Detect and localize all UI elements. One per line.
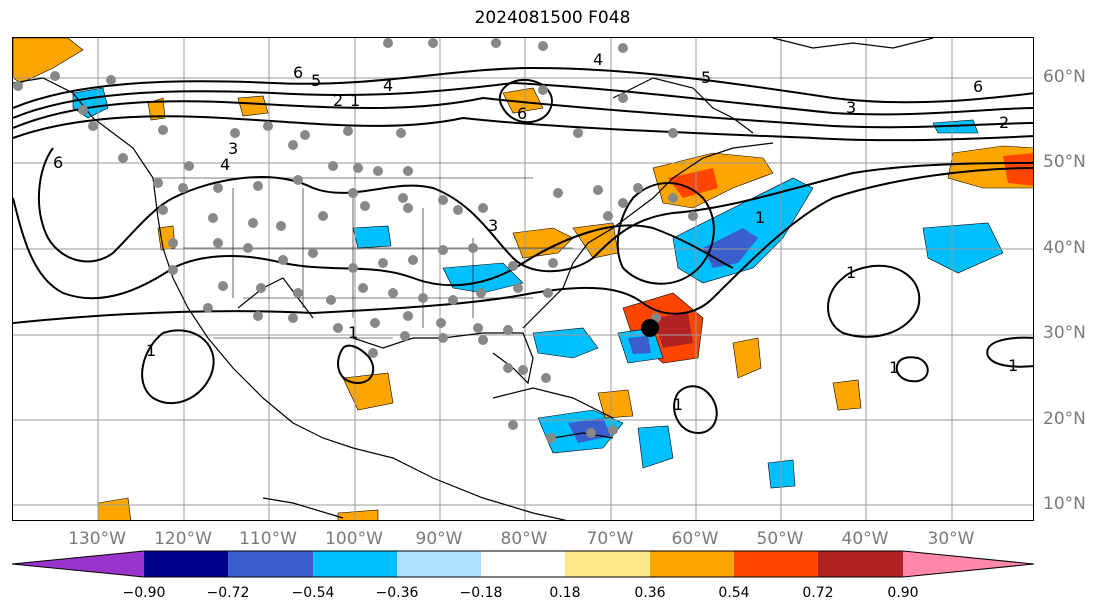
contour-label: 6 bbox=[293, 63, 303, 82]
storm-center-marker bbox=[641, 319, 659, 337]
colorbar-label: −0.90 bbox=[122, 585, 166, 601]
lat-label: 20°N bbox=[1043, 409, 1086, 429]
colorbar-svg bbox=[11, 550, 1035, 578]
contour-label: 3 bbox=[228, 139, 238, 158]
contour-label: 1 bbox=[1008, 356, 1018, 375]
lat-label: 50°N bbox=[1043, 152, 1086, 172]
lon-label: 100°W bbox=[325, 529, 383, 549]
lat-label: 60°N bbox=[1043, 67, 1086, 87]
lon-label: 60°W bbox=[671, 529, 719, 549]
colorbar-label: 0.90 bbox=[887, 585, 919, 601]
colorbar-label: 0.54 bbox=[718, 585, 750, 601]
map-canvas: 6 5 4 3 2 1 3 4 6 6 5 4 3 6 2 1 1 1 1 1 … bbox=[13, 38, 1033, 520]
lat-label: 10°N bbox=[1043, 494, 1086, 514]
contour-label: 4 bbox=[593, 50, 603, 69]
contour-label: 4 bbox=[383, 76, 393, 95]
weather-map: 6 5 4 3 2 1 3 4 6 6 5 4 3 6 2 1 1 1 1 1 … bbox=[12, 37, 1034, 521]
colorbar-label: −0.54 bbox=[291, 585, 335, 601]
contour-label: 5 bbox=[701, 68, 711, 87]
colorbar-segment bbox=[397, 551, 481, 577]
contour-label: 2 bbox=[333, 91, 343, 110]
colorbar-label: −0.18 bbox=[459, 585, 503, 601]
lon-label: 30°W bbox=[927, 529, 975, 549]
contour-label: 5 bbox=[311, 71, 321, 90]
contour-label: 3 bbox=[846, 98, 856, 117]
colorbar bbox=[0, 549, 1105, 579]
contour-label: 1 bbox=[846, 263, 856, 282]
lat-label: 40°N bbox=[1043, 238, 1086, 258]
lon-label: 120°W bbox=[154, 529, 212, 549]
lat-label: 30°N bbox=[1043, 323, 1086, 343]
colorbar-label: −0.36 bbox=[375, 585, 419, 601]
contour-label: 1 bbox=[146, 341, 156, 360]
lon-label: 80°W bbox=[500, 529, 548, 549]
contour-label: 3 bbox=[488, 216, 498, 235]
contour-label: 1 bbox=[673, 395, 683, 414]
colorbar-label: 0.72 bbox=[802, 585, 834, 601]
colorbar-segment bbox=[228, 551, 313, 577]
contour-label: 1 bbox=[348, 323, 358, 342]
contour-label: 6 bbox=[517, 104, 527, 123]
colorbar-extend-left bbox=[12, 551, 144, 577]
colorbar-segment bbox=[565, 551, 650, 577]
colorbar-segment bbox=[313, 551, 397, 577]
colorbar-segment bbox=[481, 551, 565, 577]
colorbar-segment bbox=[650, 551, 734, 577]
contour-label: 1 bbox=[889, 358, 899, 377]
colorbar-outline bbox=[11, 550, 1035, 578]
contour-label: 6 bbox=[973, 77, 983, 96]
lon-label: 110°W bbox=[239, 529, 297, 549]
contour-label: 4 bbox=[220, 155, 230, 174]
lon-label: 50°W bbox=[756, 529, 804, 549]
contour-label: 1 bbox=[350, 91, 360, 110]
colorbar-segment bbox=[144, 551, 228, 577]
colorbar-extend-right bbox=[903, 551, 1034, 577]
station-dots bbox=[13, 38, 698, 443]
contour-labels: 6 5 4 3 2 1 3 4 6 6 5 4 3 6 2 1 1 1 1 1 … bbox=[53, 50, 1018, 414]
colorbar-label: 0.36 bbox=[634, 585, 666, 601]
colorbar-segment bbox=[818, 551, 903, 577]
map-title: 2024081500 F048 bbox=[474, 8, 631, 28]
lon-label: 40°W bbox=[841, 529, 889, 549]
colorbar-label: −0.72 bbox=[206, 585, 250, 601]
colorbar-label: 0.18 bbox=[549, 585, 581, 601]
contour-label: 1 bbox=[755, 208, 765, 227]
lon-label: 130°W bbox=[68, 529, 126, 549]
contour-label: 2 bbox=[999, 113, 1009, 132]
coastlines bbox=[13, 38, 934, 520]
borders bbox=[153, 177, 573, 339]
colorbar-segment bbox=[734, 551, 818, 577]
lon-label: 70°W bbox=[586, 529, 634, 549]
lon-label: 90°W bbox=[415, 529, 463, 549]
contour-label: 6 bbox=[53, 153, 63, 172]
